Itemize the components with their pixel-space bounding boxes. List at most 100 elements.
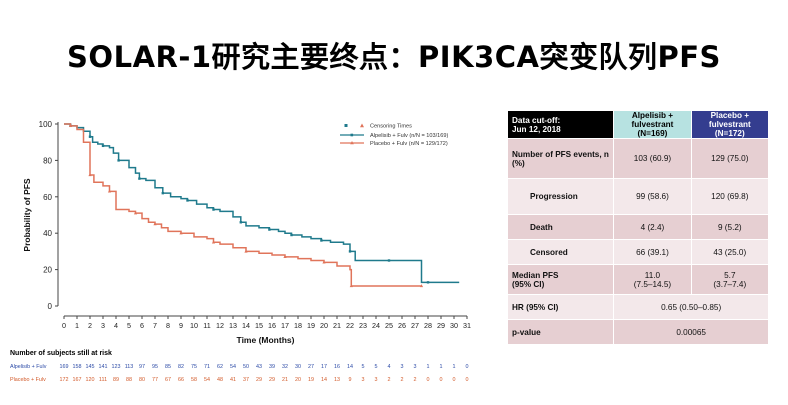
y-tick-label: 0 — [48, 302, 53, 311]
y-tick-label: 20 — [43, 266, 52, 275]
risk-count: 3 — [413, 364, 417, 370]
placebo-km-line — [64, 123, 422, 287]
censor-mark — [268, 228, 271, 231]
pla-value: 120 (69.8) — [690, 178, 770, 215]
censor-mark — [101, 144, 105, 148]
cutoff-label: Data cut-off: — [512, 115, 561, 125]
censor-mark — [107, 189, 112, 193]
risk-count: 82 — [178, 364, 184, 370]
risk-count: 16 — [334, 364, 340, 370]
x-tick-label: 4 — [114, 321, 118, 330]
risk-count: 13 — [334, 377, 340, 383]
risk-count: 111 — [98, 377, 108, 383]
risk-count: 88 — [126, 377, 132, 383]
risk-count: 167 — [72, 377, 82, 383]
risk-count: 5 — [361, 364, 365, 370]
x-tick-label: 7 — [153, 321, 157, 330]
risk-count: 113 — [124, 364, 134, 370]
risk-count: 50 — [243, 364, 249, 370]
header-line: Alpelisib + — [631, 111, 674, 120]
row-label: Progression — [506, 178, 615, 215]
censor-mark — [239, 221, 242, 224]
pla-value: 43 (25.0) — [690, 239, 770, 265]
x-tick-label: 27 — [411, 321, 419, 330]
x-tick-label: 18 — [294, 321, 302, 330]
risk-count: 14 — [321, 377, 327, 383]
risk-count: 2 — [387, 377, 391, 383]
value-line: 11.0 — [644, 270, 661, 280]
alpelisib-km-line — [64, 123, 460, 284]
y-axis-label: Probability of PFS — [22, 178, 32, 252]
risk-count: 0 — [452, 377, 456, 383]
x-tick-label: 9 — [179, 321, 183, 330]
pla-value: 9 (5.2) — [690, 214, 770, 240]
risk-count: 3 — [374, 377, 378, 383]
risk-count: 169 — [59, 364, 69, 370]
risk-count: 85 — [165, 364, 171, 370]
legend-censor-triangle — [360, 123, 364, 128]
censor-mark — [88, 135, 92, 138]
risk-count: 80 — [139, 377, 145, 383]
censor-mark — [153, 222, 157, 226]
x-tick-label: 15 — [255, 321, 263, 330]
y-tick-label: 100 — [39, 120, 53, 129]
risk-row-alpelisib: Alpelisib + Fulv 169 158 145 141 123 113 97 95 8… — [0, 364, 500, 374]
risk-count: 0 — [465, 377, 469, 383]
x-tick-label: 17 — [281, 321, 289, 330]
alp-value: 99 (58.6) — [613, 178, 692, 215]
risk-count: 17 — [321, 364, 327, 370]
risk-count: 1 — [439, 364, 443, 370]
placebo-column-header: Placebo + fulvestrant (N=172) — [690, 110, 770, 139]
alp-value: 11.0 (7.5–14.5) — [613, 264, 692, 295]
risk-count: 1 — [426, 364, 430, 370]
risk-count: 97 — [139, 364, 145, 370]
censor-mark — [349, 284, 353, 288]
risk-count: 172 — [59, 377, 69, 383]
header-line: Placebo + — [710, 111, 750, 120]
censor-mark — [186, 199, 189, 202]
risk-count: 2 — [413, 377, 417, 383]
alp-value: 103 (60.9) — [613, 138, 692, 179]
row-label: Median PFS (95% CI) — [506, 264, 615, 295]
censor-mark — [322, 260, 326, 264]
censor-mark — [138, 177, 141, 180]
risk-count: 3 — [400, 364, 404, 370]
x-tick-label: 29 — [437, 321, 445, 330]
x-tick-label: 10 — [190, 321, 198, 330]
risk-count: 75 — [191, 364, 197, 370]
censor-mark — [283, 255, 287, 259]
header-line: fulvestrant — [631, 120, 674, 129]
censor-mark — [211, 240, 216, 244]
alp-value: 66 (39.1) — [613, 239, 692, 265]
pla-value: 5.7 (3.7–7.4) — [690, 264, 770, 295]
risk-count: 62 — [217, 364, 223, 370]
censor-mark — [290, 233, 293, 237]
risk-count: 29 — [269, 377, 275, 383]
x-tick-label: 12 — [216, 321, 224, 330]
x-tick-label: 3 — [101, 321, 105, 330]
row-label: p-value — [506, 319, 615, 345]
y-tick-label: 80 — [43, 156, 52, 165]
row-label: Number of PFS events, n (%) — [506, 138, 615, 179]
risk-row-label: Placebo + Fulv — [10, 377, 46, 383]
risk-count: 120 — [85, 377, 95, 383]
value-line: (7.5–14.5) — [633, 279, 672, 289]
legend-entry: Alpelisib + Fulv (n/N = 103/169) — [370, 133, 448, 139]
x-tick-label: 16 — [268, 321, 276, 330]
risk-count: 58 — [191, 377, 197, 383]
risk-count: 0 — [439, 377, 443, 383]
x-tick-label: 26 — [398, 321, 406, 330]
risk-count: 5 — [374, 364, 378, 370]
risk-count: 3 — [361, 377, 365, 383]
header-line: fulvestrant — [708, 120, 751, 129]
risk-count: 67 — [165, 377, 171, 383]
x-tick-label: 8 — [166, 321, 170, 330]
x-tick-label: 0 — [62, 321, 66, 330]
row-label: Death — [506, 214, 615, 240]
censor-mark — [68, 124, 73, 128]
x-tick-label: 28 — [424, 321, 432, 330]
legend-censor-triangle — [350, 141, 354, 145]
alp-value: 4 (2.4) — [613, 214, 692, 240]
risk-count: 0 — [465, 364, 469, 370]
row-label: HR (95% CI) — [506, 294, 615, 320]
